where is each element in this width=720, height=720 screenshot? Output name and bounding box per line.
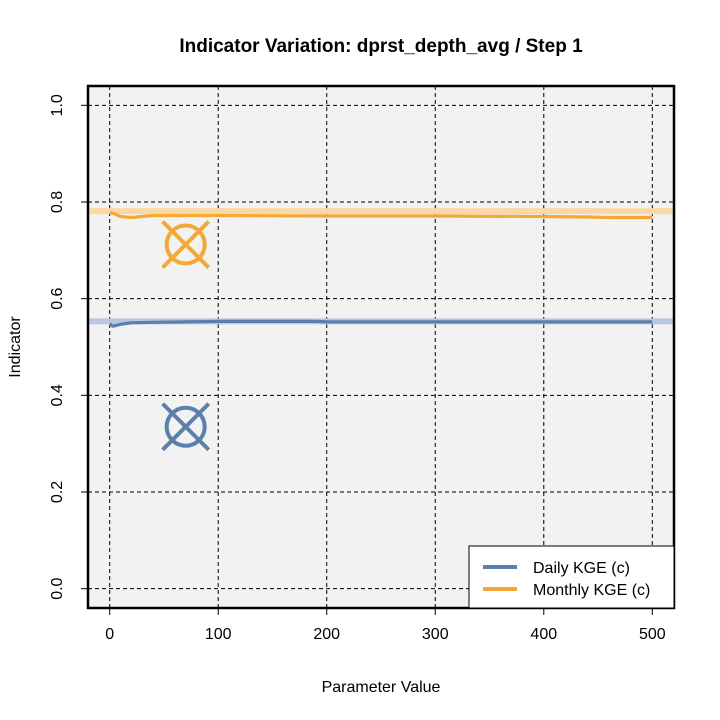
legend-item: Daily KGE (c) xyxy=(483,560,630,577)
series-line xyxy=(109,210,653,220)
series-line xyxy=(108,319,653,328)
y-tick-label: 0.0 xyxy=(49,577,66,599)
x-tick-label: 200 xyxy=(313,626,340,643)
grid xyxy=(88,86,674,608)
y-tick-label: 1.0 xyxy=(49,94,66,116)
x-tick-label: 400 xyxy=(530,626,557,643)
x-axis-label: Parameter Value xyxy=(322,679,441,696)
y-tick-label: 0.6 xyxy=(49,287,66,309)
x-tick-label: 500 xyxy=(639,626,666,643)
legend-item: Monthly KGE (c) xyxy=(483,582,650,599)
axes: 0 100 200 300 400 500 0.0 0.2 0.4 0.6 0.8 1.0 xyxy=(49,94,666,643)
y-tick-label: 0.2 xyxy=(49,481,66,503)
plot-area xyxy=(88,86,674,608)
legend-label: Daily KGE (c) xyxy=(533,560,630,577)
legend-box xyxy=(468,545,675,609)
legend: Daily KGE (c) Monthly KGE (c) xyxy=(468,545,675,609)
plot-border xyxy=(86,84,676,610)
chart-title: Indicator Variation: dprst_depth_avg / S… xyxy=(179,36,583,57)
series-lines xyxy=(108,210,653,328)
optimum-marker xyxy=(161,220,211,269)
legend-label: Monthly KGE (c) xyxy=(533,582,650,599)
optimum-marker xyxy=(161,402,211,452)
x-tick-label: 300 xyxy=(422,626,449,643)
y-tick-label: 0.8 xyxy=(49,191,66,213)
optimum-markers xyxy=(161,220,211,452)
y-axis-label: Indicator xyxy=(7,316,24,378)
y-tick-label: 0.4 xyxy=(49,384,66,406)
x-tick-label: 0 xyxy=(105,626,114,643)
x-tick-label: 100 xyxy=(205,626,232,643)
